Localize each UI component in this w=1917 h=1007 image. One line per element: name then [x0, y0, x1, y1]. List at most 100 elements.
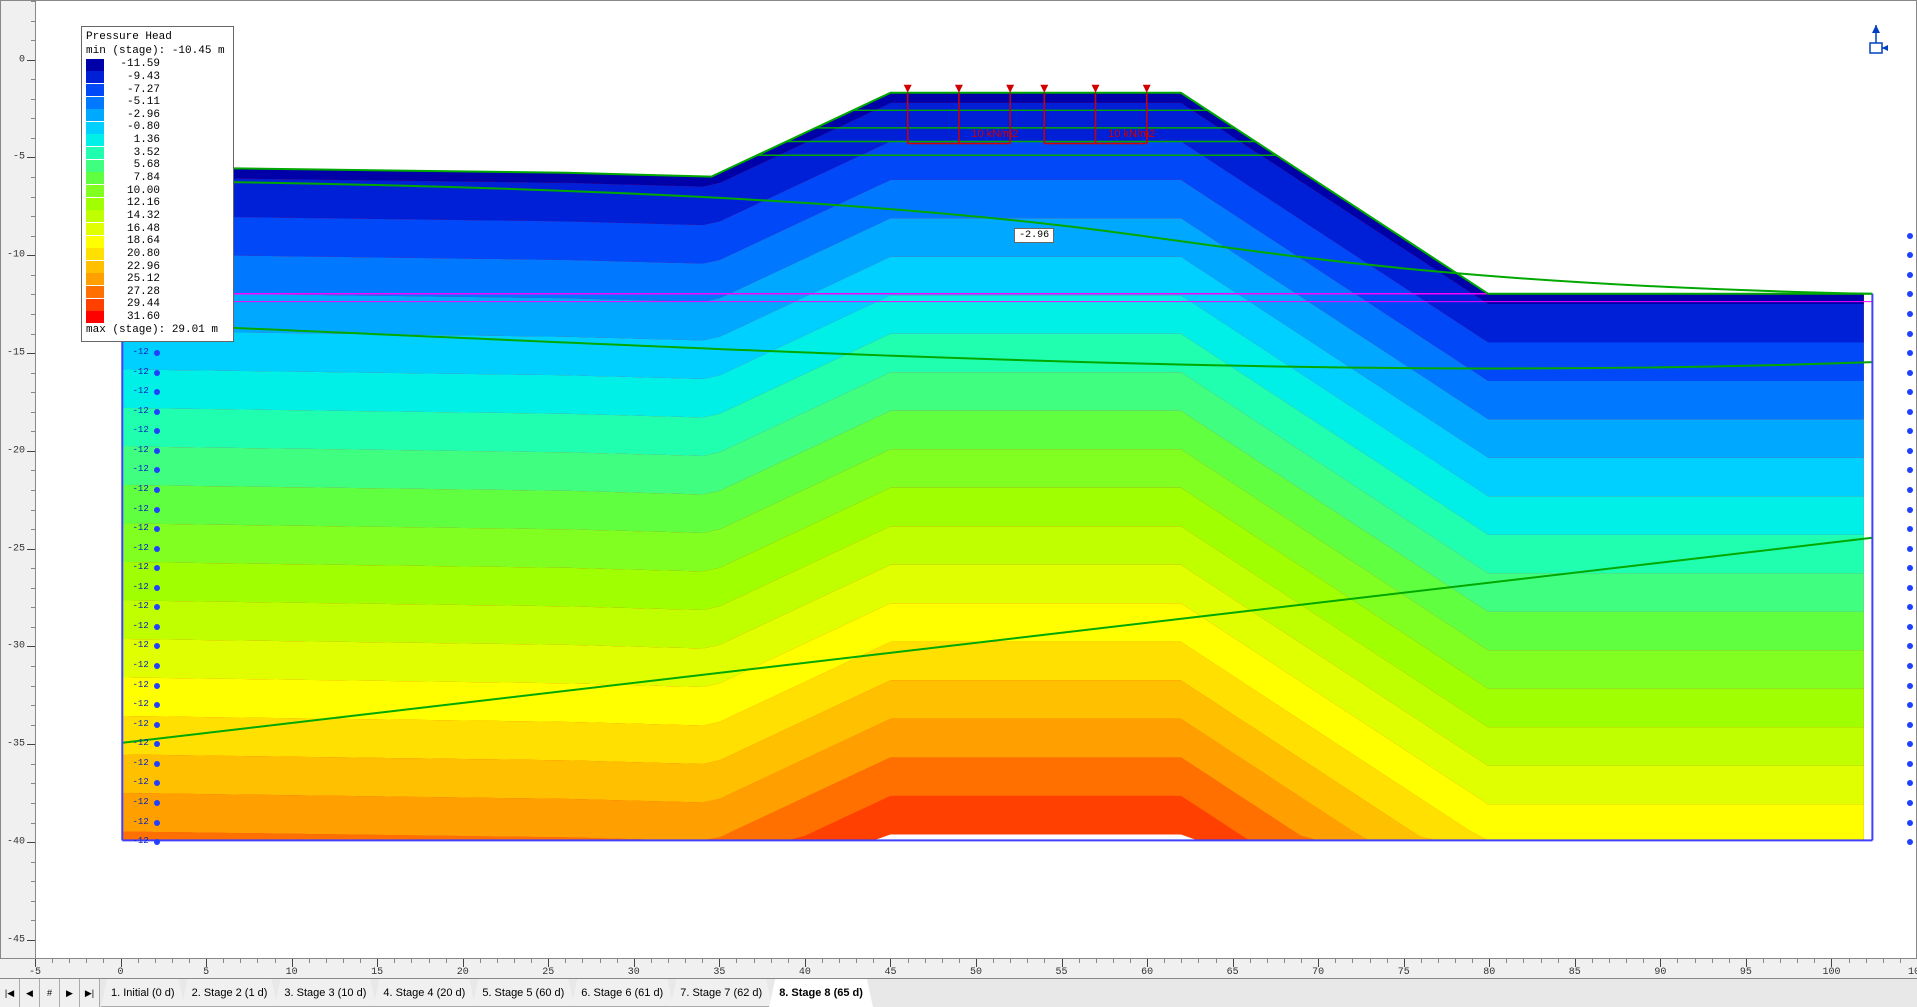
bc-node-icon — [1907, 820, 1913, 826]
legend-entry: 31.60 — [86, 311, 225, 324]
bc-node-icon — [1907, 291, 1913, 297]
bc-node-icon — [154, 683, 160, 689]
contour-legend[interactable]: Pressure Head min (stage): -10.45 m -11.… — [81, 26, 234, 342]
bc-node-icon — [1907, 233, 1913, 239]
stage-nav-button[interactable]: ▶| — [80, 979, 100, 1007]
legend-title: Pressure Head — [86, 31, 225, 44]
bc-node-icon — [1907, 448, 1913, 454]
bc-node-icon — [1907, 331, 1913, 337]
bc-node-icon — [1907, 526, 1913, 532]
stage-tab[interactable]: 1. Initial (0 d) — [101, 979, 185, 1007]
legend-max: max (stage): 29.01 m — [86, 324, 225, 337]
bc-node-icon — [154, 780, 160, 786]
bc-node-icon — [1907, 683, 1913, 689]
bc-node-icon — [154, 526, 160, 532]
legend-entry: 1.36 — [86, 134, 225, 147]
bc-node-icon — [1907, 585, 1913, 591]
bc-node-icon — [1907, 350, 1913, 356]
bc-label: -12 — [133, 798, 149, 807]
bc-label: -12 — [133, 387, 149, 396]
bc-node-icon — [1907, 839, 1913, 845]
bc-label: -12 — [133, 700, 149, 709]
bc-label: -12 — [133, 641, 149, 650]
bc-node-icon — [154, 389, 160, 395]
compass-icon — [1861, 23, 1891, 62]
stage-tab[interactable]: 2. Stage 2 (1 d) — [182, 979, 278, 1007]
bc-node-icon — [154, 604, 160, 610]
bc-label: -12 — [133, 544, 149, 553]
legend-entry: -0.80 — [86, 121, 225, 134]
legend-entry: 18.64 — [86, 235, 225, 248]
bc-node-icon — [154, 487, 160, 493]
legend-entry: -2.96 — [86, 109, 225, 122]
bc-node-icon — [1907, 604, 1913, 610]
legend-entry: 10.00 — [86, 185, 225, 198]
bc-node-icon — [1907, 507, 1913, 513]
stage-nav-button[interactable]: ▶ — [60, 979, 80, 1007]
legend-entry: 20.80 — [86, 248, 225, 261]
bc-node-icon — [1907, 252, 1913, 258]
bc-node-icon — [1907, 741, 1913, 747]
bc-node-icon — [1907, 389, 1913, 395]
legend-entry: -11.59 — [86, 58, 225, 71]
bc-node-icon — [1907, 409, 1913, 415]
bc-node-icon — [154, 761, 160, 767]
bc-node-icon — [1907, 272, 1913, 278]
bc-node-icon — [1907, 546, 1913, 552]
bc-node-icon — [154, 428, 160, 434]
stage-tab[interactable]: 7. Stage 7 (62 d) — [670, 979, 772, 1007]
value-tooltip: -2.96 — [1014, 228, 1054, 243]
bc-label: -12 — [133, 446, 149, 455]
bc-label: -12 — [133, 837, 149, 846]
bc-node-icon — [1907, 643, 1913, 649]
model-canvas[interactable]: Pressure Head min (stage): -10.45 m -11.… — [36, 1, 1916, 977]
bc-node-icon — [1907, 311, 1913, 317]
legend-entry: 16.48 — [86, 223, 225, 236]
bc-label: -12 — [133, 661, 149, 670]
legend-entry: 5.68 — [86, 159, 225, 172]
stage-tab[interactable]: 3. Stage 3 (10 d) — [274, 979, 376, 1007]
stage-nav-button[interactable]: ◀ — [20, 979, 40, 1007]
stage-tab[interactable]: 6. Stage 6 (61 d) — [571, 979, 673, 1007]
bc-node-icon — [154, 624, 160, 630]
bc-node-icon — [1907, 565, 1913, 571]
bc-node-icon — [154, 467, 160, 473]
bc-label: -12 — [133, 505, 149, 514]
bc-label: -12 — [133, 583, 149, 592]
bc-node-icon — [154, 800, 160, 806]
bc-node-icon — [154, 722, 160, 728]
bc-label: -12 — [133, 524, 149, 533]
bc-node-icon — [154, 839, 160, 845]
stage-nav-button[interactable]: # — [40, 979, 60, 1007]
bc-node-icon — [154, 350, 160, 356]
bc-node-icon — [1907, 663, 1913, 669]
bc-node-icon — [154, 409, 160, 415]
bc-node-icon — [154, 741, 160, 747]
stage-tab[interactable]: 8. Stage 8 (65 d) — [769, 979, 873, 1007]
legend-entry: -5.11 — [86, 96, 225, 109]
bc-node-icon — [154, 448, 160, 454]
legend-entry: 27.28 — [86, 286, 225, 299]
stage-tab[interactable]: 5. Stage 5 (60 d) — [472, 979, 574, 1007]
bc-label: -12 — [133, 485, 149, 494]
model-viewport[interactable]: Pressure Head min (stage): -10.45 m -11.… — [0, 0, 1917, 978]
bc-node-icon — [1907, 370, 1913, 376]
bc-node-icon — [154, 663, 160, 669]
bc-node-icon — [1907, 428, 1913, 434]
legend-entry: 3.52 — [86, 147, 225, 160]
bc-node-icon — [1907, 702, 1913, 708]
bc-label: -12 — [133, 622, 149, 631]
stage-nav-button[interactable]: |◀ — [0, 979, 20, 1007]
legend-entry: -9.43 — [86, 71, 225, 84]
bc-label: -12 — [133, 720, 149, 729]
legend-entry: 7.84 — [86, 172, 225, 185]
legend-entry: 25.12 — [86, 273, 225, 286]
bc-label: -12 — [133, 368, 149, 377]
legend-min: min (stage): -10.45 m — [86, 45, 225, 58]
stage-tab[interactable]: 4. Stage 4 (20 d) — [373, 979, 475, 1007]
bc-node-icon — [1907, 761, 1913, 767]
bc-label: -12 — [133, 778, 149, 787]
bc-node-icon — [154, 643, 160, 649]
bc-label: -12 — [133, 426, 149, 435]
bc-node-icon — [1907, 780, 1913, 786]
